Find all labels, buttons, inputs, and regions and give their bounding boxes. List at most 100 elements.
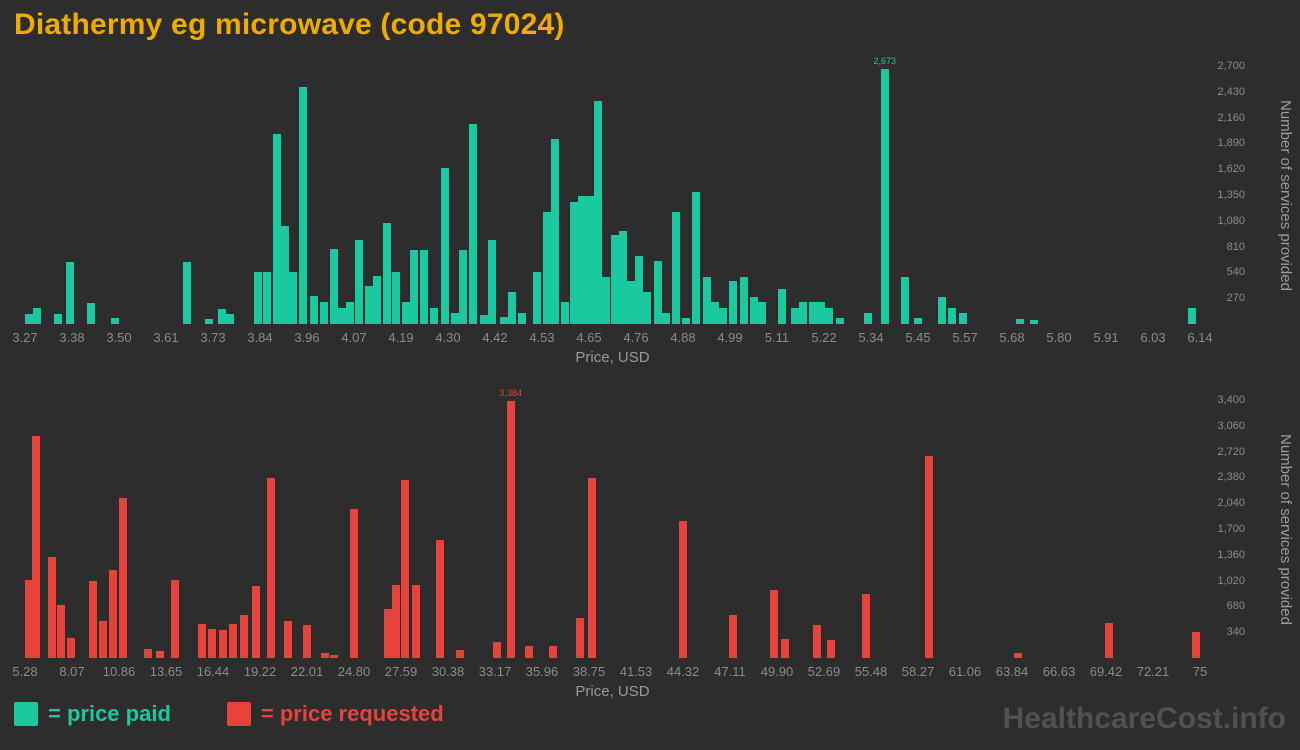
price-paid-bar (319, 302, 328, 324)
peak-value-label: 3,384 (499, 388, 522, 399)
price-paid-bar (692, 192, 701, 324)
y-axis-ticks-price-paid: 270 540 810 1,080 1,350 1,620 1,890 2,160 2,430 2… (1203, 60, 1245, 324)
x-tick: 66.63 (1042, 664, 1076, 679)
price-requested-bar (284, 621, 293, 658)
price-paid-bar (798, 302, 807, 324)
price-requested-bar (924, 456, 933, 658)
price-requested-bar (144, 648, 153, 658)
price-paid-bar (864, 312, 873, 324)
price-requested-bar (32, 436, 41, 658)
price-requested-bar (1104, 623, 1113, 658)
price-paid-bar (401, 302, 410, 324)
price-requested-bar (729, 615, 738, 658)
x-tick: 3.27 (12, 330, 38, 345)
price-paid-bar (790, 307, 799, 324)
price-paid-bar (682, 318, 691, 324)
y-axis-label-price-requested: Number of services provided (1277, 433, 1294, 625)
y-tick: 3,400 (1217, 394, 1245, 406)
price-paid-bar (459, 250, 468, 324)
price-paid-bar (825, 307, 834, 324)
price-requested-bar (769, 590, 778, 658)
price-paid-bar (671, 212, 680, 324)
price-paid-bar (364, 286, 373, 324)
price-paid-bar (719, 307, 728, 324)
price-paid-bar (938, 296, 947, 324)
price-requested-bar (435, 539, 444, 658)
price-paid-bar (551, 138, 560, 324)
x-tick: 27.59 (384, 664, 418, 679)
price-requested-bar (208, 628, 217, 658)
plot-area-price-requested: 3,384 (25, 388, 1200, 658)
y-tick: 1,080 (1217, 214, 1245, 227)
price-requested-bar (813, 625, 822, 658)
price-paid-bar (809, 302, 818, 324)
y-axis-label-price-paid: Number of services provided (1277, 99, 1294, 291)
price-paid-bar (272, 133, 281, 324)
price-paid-bar (635, 255, 644, 324)
price-requested-bar (506, 401, 515, 658)
price-paid-bar (901, 276, 910, 324)
x-axis-label-price-requested: Price, USD (575, 683, 650, 700)
legend: = price paid = price requested (14, 701, 444, 727)
x-tick: 3.61 (153, 330, 179, 345)
y-tick: 2,040 (1217, 497, 1245, 510)
price-paid-bar (958, 312, 967, 324)
y-tick: 1,700 (1217, 523, 1245, 535)
x-axis-ticks-price-requested: 5.28 8.07 10.86 13.65 16.44 19.22 22.01 24.80 27… (12, 664, 1207, 680)
price-requested-bar (781, 638, 790, 658)
price-paid-bar (508, 292, 517, 324)
x-tick: 33.17 (478, 664, 512, 679)
price-paid-bar (835, 318, 844, 324)
price-requested-bar (240, 615, 249, 658)
price-paid-bar (577, 195, 586, 324)
price-paid-bar (542, 212, 551, 324)
x-tick: 10.86 (102, 664, 136, 679)
x-tick: 4.07 (341, 330, 367, 345)
price-paid-bar (479, 315, 488, 324)
price-paid-bar (391, 272, 400, 324)
x-tick: 61.06 (948, 664, 982, 679)
plot-area-price-paid: 2,673 (25, 56, 1200, 324)
price-paid-bar (618, 231, 627, 324)
y-tick: 2,380 (1217, 471, 1245, 484)
price-paid-bar (661, 312, 670, 324)
price-paid-bar (182, 261, 191, 324)
price-paid-bar (420, 250, 429, 324)
x-tick: 4.30 (435, 330, 461, 345)
x-tick: 5.91 (1093, 330, 1119, 345)
chart-price-paid: 2,673 3.27 3.38 3.50 3.61 3.73 3.84 3.96 4.07 4.… (0, 46, 1300, 376)
price-paid-bar (729, 281, 738, 324)
legend-label-price-paid: = price paid (48, 701, 171, 726)
x-tick: 8.07 (59, 664, 85, 679)
x-tick: 13.65 (149, 664, 183, 679)
y-tick: 1,020 (1217, 574, 1245, 587)
watermark: HealthcareCost.info (1002, 702, 1286, 735)
page-title: Diathermy eg microwave (code 97024) (14, 8, 565, 41)
price-requested-bar (171, 579, 180, 658)
price-requested-bar (412, 584, 421, 658)
price-paid-bar (383, 222, 392, 324)
legend-label-price-requested: = price requested (260, 701, 444, 726)
price-requested-bar (25, 579, 33, 658)
x-tick: 3.73 (200, 330, 226, 345)
price-paid-bar (289, 272, 298, 324)
price-paid-bar (653, 261, 662, 324)
price-paid-bar (739, 277, 748, 324)
price-paid-bar (346, 302, 355, 324)
x-tick: 5.68 (999, 330, 1025, 345)
price-paid-bar (518, 312, 527, 324)
x-tick: 16.44 (196, 664, 230, 679)
x-tick: 41.53 (619, 664, 653, 679)
x-tick: 5.80 (1046, 330, 1072, 345)
price-paid-bar (610, 235, 619, 324)
price-paid-bar (757, 302, 766, 324)
price-requested-bar (56, 604, 65, 658)
y-tick: 1,360 (1217, 548, 1245, 561)
price-paid-bar (1015, 319, 1024, 324)
price-paid-bar (254, 272, 263, 324)
x-tick: 38.75 (572, 664, 606, 679)
price-paid-bar (487, 239, 496, 324)
price-paid-bar (561, 302, 570, 324)
price-paid-bar (440, 168, 449, 324)
price-paid-bar (500, 317, 508, 324)
